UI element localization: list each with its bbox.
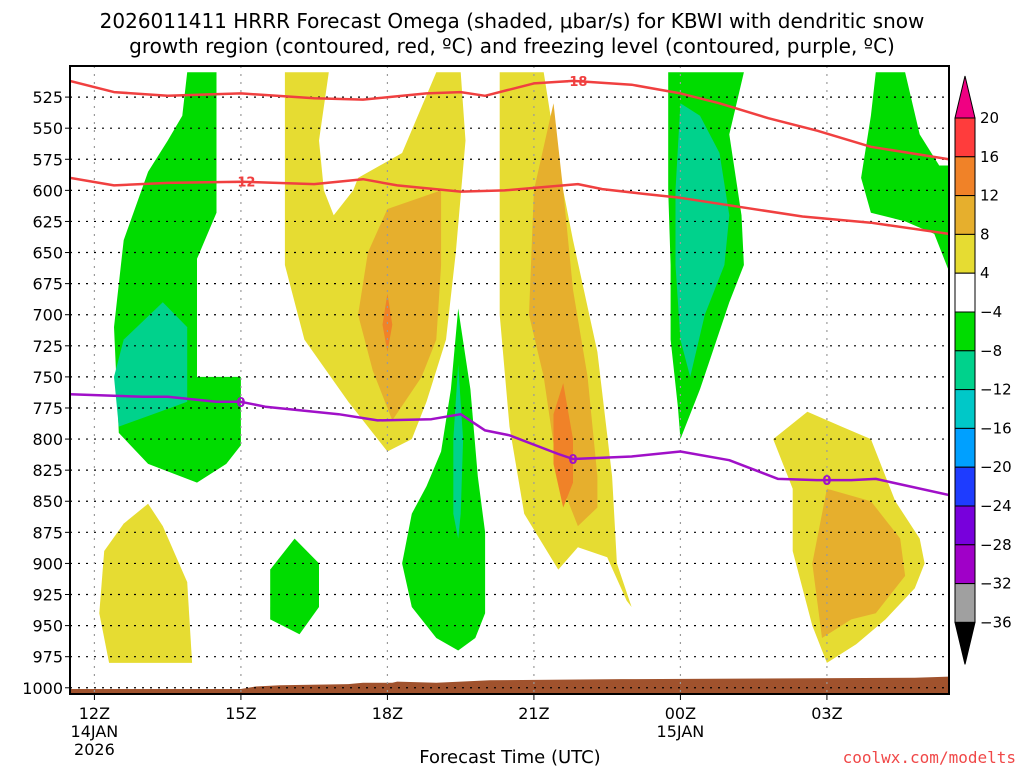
y-tick-label: 550 [32, 119, 63, 138]
terrain-fill [70, 676, 949, 694]
y-tick-label: 800 [32, 430, 63, 449]
pos-8-12-region-22z [529, 103, 598, 527]
colorbar-swatch [954, 272, 976, 313]
y-tick-label: 725 [32, 337, 63, 356]
pos-8-12-region-03z [812, 488, 906, 638]
dgz-minus-12C-line [70, 176, 949, 236]
chart-title-line2: growth region (contoured, red, ºC) and f… [129, 34, 895, 58]
neg-4-8-region-20z [402, 308, 486, 651]
y-axis: 525 550 575 600 625 650 675 700 725 750 775 800 825 8… [22, 88, 70, 698]
x-axis-label: Forecast Time (UTC) [419, 747, 600, 768]
colorbar-legend: 20 16 12 8 4 −4 −8 −12 −16 −20 −24 −28 −32 −36 [954, 75, 1012, 665]
y-tick-label: 625 [32, 212, 63, 231]
colorbar-swatch [954, 466, 976, 507]
x-tick-label: 21Z [518, 704, 549, 723]
colorbar-level-label: −32 [980, 575, 1012, 593]
colorbar-level-label: −36 [980, 613, 1012, 631]
contour-label: −18 [558, 75, 587, 90]
y-tick-label: 600 [32, 181, 63, 200]
pos-12-16-region-22z [553, 383, 573, 508]
x-tick-date: 14JAN [71, 722, 119, 741]
neg-4-8-region-right [861, 72, 949, 272]
y-tick-label: 775 [32, 399, 63, 418]
contour-labels: −18 −12 0 0 0 [226, 75, 831, 489]
colorbar-level-label: 20 [980, 109, 999, 127]
colorbar-level-label: −28 [980, 536, 1012, 554]
neg-4-8-region-small [270, 538, 319, 635]
colorbar-level-label: 12 [980, 187, 999, 205]
colorbar-level-label: 4 [980, 264, 990, 282]
neg-8-12-region-00z [675, 103, 730, 377]
colorbar-level-label: 16 [980, 148, 999, 166]
x-tick-label: 15Z [225, 704, 256, 723]
y-tick-label: 925 [32, 586, 63, 605]
colorbar-swatch [954, 583, 976, 623]
colorbar-level-label: −20 [980, 458, 1012, 476]
y-tick-label: 575 [32, 150, 63, 169]
colorbar-swatch [954, 195, 976, 235]
dgz-minus-18C-line [70, 79, 949, 161]
grid-lines [70, 66, 949, 694]
y-tick-label: 1000 [22, 679, 63, 698]
colorbar-under-arrow [954, 621, 976, 665]
plot-area: −18 −12 0 0 0 [69, 65, 950, 695]
x-tick-label: 12Z [79, 704, 110, 723]
colorbar-swatch [954, 427, 976, 468]
colorbar-swatch [954, 389, 976, 429]
contour-label: 0 [236, 396, 245, 411]
colorbar-over-arrow [954, 75, 976, 119]
y-tick-label: 700 [32, 306, 63, 325]
colorbar-level-label: 8 [980, 225, 990, 243]
colorbar-swatch [954, 350, 976, 391]
contour-lines [70, 79, 949, 497]
y-tick-label: 950 [32, 617, 63, 636]
omega-shading [99, 72, 949, 663]
colorbar-swatch [954, 311, 976, 352]
plot-frame [69, 65, 950, 695]
credit-link[interactable]: coolwx.com/modelts [843, 748, 1016, 767]
y-tick-label: 900 [32, 554, 63, 573]
y-tick-label: 875 [32, 523, 63, 542]
y-tick-label: 850 [32, 492, 63, 511]
colorbar-swatch [954, 156, 976, 197]
y-tick-label: 975 [32, 648, 63, 667]
colorbar-level-label: −16 [980, 419, 1012, 437]
contour-label: 0 [822, 474, 831, 489]
contour-label: −12 [226, 176, 255, 191]
freezing-level-0C-line [70, 393, 949, 497]
pos-4-8-region-low-left [99, 503, 193, 663]
y-tick-label: 825 [32, 461, 63, 480]
x-tick-date: 15JAN [657, 722, 705, 741]
x-tick-label: 18Z [372, 704, 403, 723]
contour-label: 0 [568, 453, 577, 468]
y-tick-label: 650 [32, 244, 63, 263]
pos-8-12-region-18z [358, 190, 442, 421]
chart-title-line1: 2026011411 HRRR Forecast Omega (shaded, … [100, 9, 925, 33]
colorbar-level-label: −12 [980, 381, 1012, 399]
colorbar-level-label: −8 [980, 342, 1002, 360]
colorbar-swatch [954, 544, 976, 585]
colorbar-swatch [954, 233, 976, 274]
x-tick-label: 00Z [665, 704, 696, 723]
colorbar-swatch [954, 117, 976, 158]
colorbar-level-label: −24 [980, 497, 1012, 515]
terrain-layer [70, 676, 949, 694]
y-tick-label: 525 [32, 88, 63, 107]
x-tick-label: 03Z [811, 704, 842, 723]
y-tick-label: 675 [32, 275, 63, 294]
x-tick-year: 2026 [74, 740, 115, 759]
y-tick-label: 750 [32, 368, 63, 387]
colorbar-level-label: −4 [980, 303, 1002, 321]
colorbar-swatch [954, 505, 976, 546]
